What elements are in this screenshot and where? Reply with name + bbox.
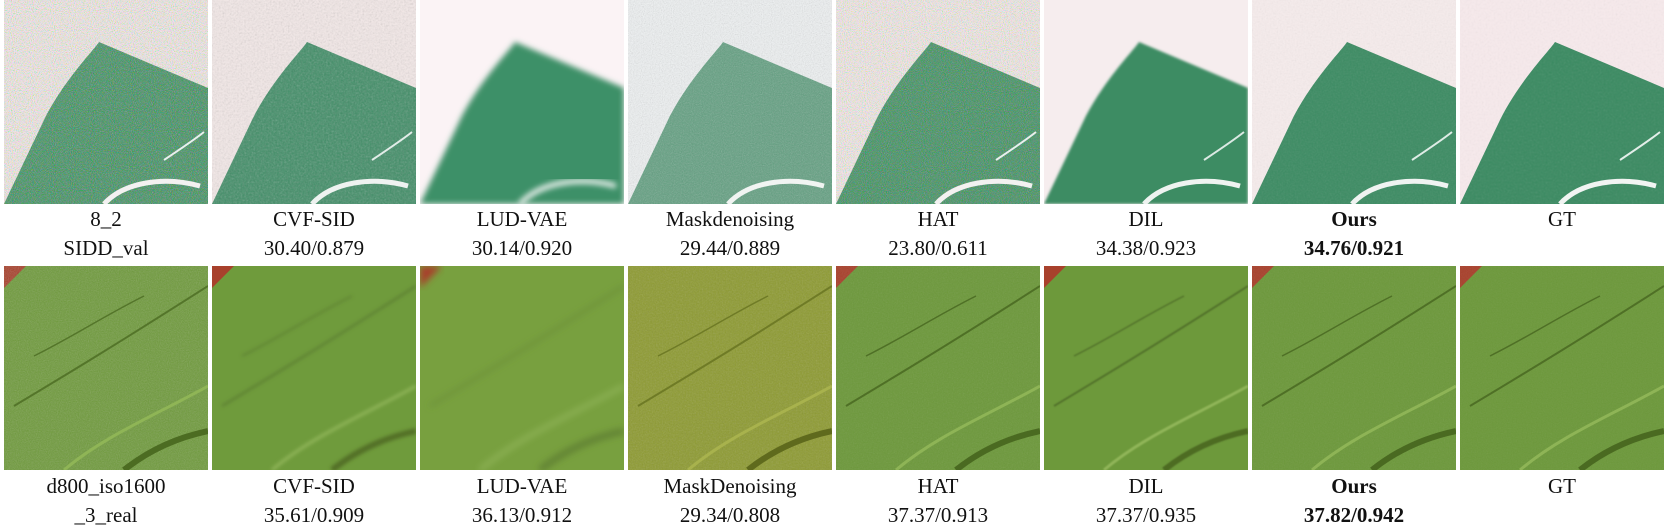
maskdenoising-caption: Maskdenoising 29.44/0.889 (622, 205, 838, 263)
caption-line-2: 36.13/0.912 (471, 503, 573, 527)
hat-image (836, 266, 1040, 470)
caption-line-2: 35.61/0.909 (263, 503, 365, 527)
caption-line-1: d800_iso1600 (46, 474, 166, 498)
ours-image (1252, 266, 1456, 470)
caption-line-2: 29.44/0.889 (679, 236, 781, 260)
lud-vae-image (420, 0, 624, 204)
caption-line-2: SIDD_val (63, 236, 149, 260)
caption-line-1: DIL (1128, 474, 1164, 498)
caption-line-2: 37.82/0.942 (1303, 503, 1405, 527)
caption-line-2: 30.40/0.879 (263, 236, 365, 260)
cvf-sid-image (212, 0, 416, 204)
caption-line-2: 34.38/0.923 (1095, 236, 1197, 260)
caption-line-1: LUD-VAE (476, 474, 568, 498)
cvf-sid-caption: CVF-SID 30.40/0.879 (206, 205, 422, 263)
noisy-input-caption: 8_2 SIDD_val (0, 205, 214, 263)
caption-line-1: 8_2 (90, 207, 122, 231)
caption-line-1: LUD-VAE (476, 207, 568, 231)
lud-vae-image (420, 266, 624, 470)
caption-line-2: 29.34/0.808 (679, 503, 781, 527)
dil-image (1044, 0, 1248, 204)
maskdenoising-caption: MaskDenoising 29.34/0.808 (622, 472, 838, 530)
maskdenoising-image (628, 0, 832, 204)
caption-line-2: _3_real (74, 503, 138, 527)
dil-caption: DIL 37.37/0.935 (1038, 472, 1254, 530)
hat-caption: HAT 37.37/0.913 (830, 472, 1046, 530)
hat-image (836, 0, 1040, 204)
ours-caption: Ours 34.76/0.921 (1246, 205, 1462, 263)
noisy-input-image (4, 266, 208, 470)
dil-image (1044, 266, 1248, 470)
ground-truth-image (1460, 0, 1664, 204)
lud-vae-caption: LUD-VAE 36.13/0.912 (414, 472, 630, 530)
caption-line-1: CVF-SID (273, 474, 355, 498)
caption-line-1: HAT (917, 474, 959, 498)
caption-line-2: 34.76/0.921 (1303, 236, 1405, 260)
ground-truth-image (1460, 266, 1664, 470)
ours-image (1252, 0, 1456, 204)
caption-line-2: 37.37/0.913 (887, 503, 989, 527)
ground-truth-caption: GT (1454, 205, 1670, 234)
caption-line-1: GT (1548, 474, 1576, 498)
caption-line-1: DIL (1128, 207, 1164, 231)
caption-line-1: Ours (1331, 474, 1377, 498)
cvf-sid-image (212, 266, 416, 470)
noisy-input-image (4, 0, 208, 204)
caption-line-1: Ours (1331, 207, 1377, 231)
caption-line-2: 23.80/0.611 (888, 236, 988, 260)
caption-line-1: HAT (917, 207, 959, 231)
noisy-input-caption: d800_iso1600 _3_real (0, 472, 214, 530)
lud-vae-caption: LUD-VAE 30.14/0.920 (414, 205, 630, 263)
dil-caption: DIL 34.38/0.923 (1038, 205, 1254, 263)
maskdenoising-image (628, 266, 832, 470)
caption-line-1: Maskdenoising (665, 207, 795, 231)
caption-line-2: 37.37/0.935 (1095, 503, 1197, 527)
caption-line-2: 30.14/0.920 (471, 236, 573, 260)
caption-line-1: CVF-SID (273, 207, 355, 231)
hat-caption: HAT 23.80/0.611 (830, 205, 1046, 263)
caption-line-1: GT (1548, 207, 1576, 231)
ground-truth-caption: GT (1454, 472, 1670, 501)
caption-line-1: MaskDenoising (663, 474, 797, 498)
cvf-sid-caption: CVF-SID 35.61/0.909 (206, 472, 422, 530)
ours-caption: Ours 37.82/0.942 (1246, 472, 1462, 530)
